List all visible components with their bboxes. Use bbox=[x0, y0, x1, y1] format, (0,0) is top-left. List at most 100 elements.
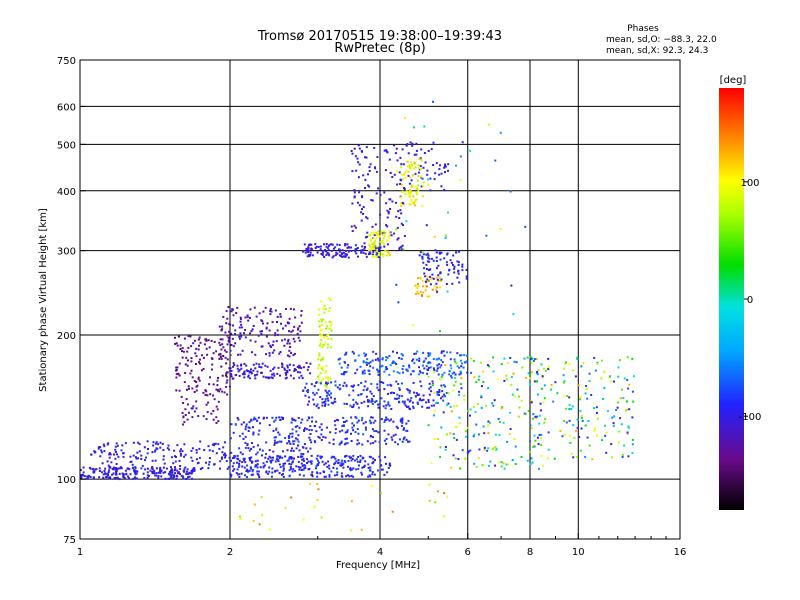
data-point bbox=[438, 389, 441, 391]
data-point bbox=[459, 354, 462, 357]
data-point bbox=[458, 373, 461, 376]
data-point bbox=[317, 375, 320, 378]
data-point bbox=[632, 375, 635, 378]
data-point bbox=[317, 461, 320, 464]
data-point bbox=[605, 431, 608, 434]
data-point bbox=[385, 404, 388, 407]
x-tick-label: 4 bbox=[377, 547, 383, 558]
data-point bbox=[297, 440, 300, 443]
data-point bbox=[340, 366, 343, 369]
data-point bbox=[242, 457, 245, 460]
data-point bbox=[225, 322, 228, 325]
data-point bbox=[619, 397, 622, 400]
data-point bbox=[260, 332, 263, 335]
colorbar-tick-label: -100 bbox=[739, 412, 762, 423]
data-point bbox=[120, 467, 123, 470]
data-point bbox=[193, 380, 196, 383]
data-point bbox=[345, 475, 348, 478]
data-point bbox=[171, 473, 174, 476]
data-point bbox=[360, 528, 363, 531]
data-point bbox=[370, 240, 372, 243]
data-point bbox=[422, 394, 425, 397]
data-point bbox=[115, 442, 118, 445]
data-point bbox=[377, 406, 380, 409]
data-point bbox=[332, 438, 335, 441]
data-point bbox=[365, 388, 368, 391]
data-point bbox=[317, 464, 320, 466]
data-point bbox=[236, 457, 239, 460]
data-point bbox=[342, 416, 345, 419]
data-point bbox=[251, 460, 254, 463]
data-point bbox=[550, 388, 553, 391]
data-point bbox=[239, 515, 241, 518]
data-point bbox=[458, 281, 461, 284]
data-point bbox=[225, 385, 228, 388]
data-point bbox=[469, 449, 472, 452]
data-point bbox=[177, 372, 180, 375]
data-point bbox=[411, 184, 414, 187]
x-tick-label: 6 bbox=[465, 547, 471, 558]
data-point bbox=[433, 285, 436, 288]
data-point bbox=[258, 523, 261, 526]
data-point bbox=[374, 440, 377, 443]
data-point bbox=[383, 429, 386, 432]
data-point bbox=[226, 393, 229, 396]
data-point bbox=[347, 256, 350, 259]
data-point bbox=[289, 455, 292, 458]
data-point bbox=[376, 469, 379, 472]
data-point bbox=[540, 387, 543, 390]
data-point bbox=[389, 254, 391, 257]
data-point bbox=[301, 458, 304, 461]
data-point bbox=[473, 405, 475, 408]
data-point bbox=[380, 418, 383, 421]
data-point bbox=[449, 358, 452, 361]
data-point bbox=[357, 467, 360, 470]
data-point bbox=[299, 466, 302, 469]
data-point bbox=[293, 340, 296, 343]
data-point bbox=[568, 403, 571, 406]
data-point bbox=[602, 398, 605, 400]
data-point bbox=[455, 426, 458, 428]
data-point bbox=[310, 247, 313, 250]
data-point bbox=[576, 418, 579, 421]
data-point bbox=[238, 473, 241, 476]
data-point bbox=[483, 448, 486, 451]
data-point bbox=[426, 275, 429, 278]
data-point bbox=[231, 457, 234, 460]
data-point bbox=[171, 471, 174, 473]
data-point bbox=[426, 285, 429, 288]
data-point bbox=[175, 366, 178, 369]
data-point bbox=[444, 234, 447, 237]
data-point bbox=[507, 362, 510, 364]
data-point bbox=[289, 432, 292, 435]
data-point bbox=[536, 373, 539, 376]
data-point bbox=[109, 476, 112, 479]
data-point bbox=[398, 438, 401, 441]
data-point bbox=[354, 431, 357, 434]
data-point bbox=[297, 336, 300, 339]
data-point bbox=[363, 242, 366, 245]
data-point bbox=[215, 422, 218, 424]
data-point bbox=[344, 431, 347, 434]
data-point bbox=[257, 474, 260, 477]
data-point bbox=[224, 331, 227, 334]
data-point bbox=[330, 396, 332, 399]
data-point bbox=[388, 462, 391, 465]
data-point bbox=[403, 187, 405, 189]
data-point bbox=[212, 383, 215, 386]
data-point bbox=[563, 380, 566, 383]
data-point bbox=[364, 428, 367, 431]
data-point bbox=[373, 146, 376, 149]
data-point bbox=[437, 280, 440, 283]
data-point bbox=[297, 460, 300, 463]
data-point bbox=[407, 165, 409, 168]
data-point bbox=[529, 383, 532, 386]
data-point bbox=[205, 339, 208, 342]
data-point bbox=[409, 203, 412, 206]
data-point bbox=[352, 405, 355, 408]
data-point bbox=[298, 449, 301, 452]
data-point bbox=[309, 251, 312, 254]
data-point bbox=[266, 322, 269, 325]
data-point bbox=[279, 455, 282, 458]
data-point bbox=[439, 366, 442, 369]
